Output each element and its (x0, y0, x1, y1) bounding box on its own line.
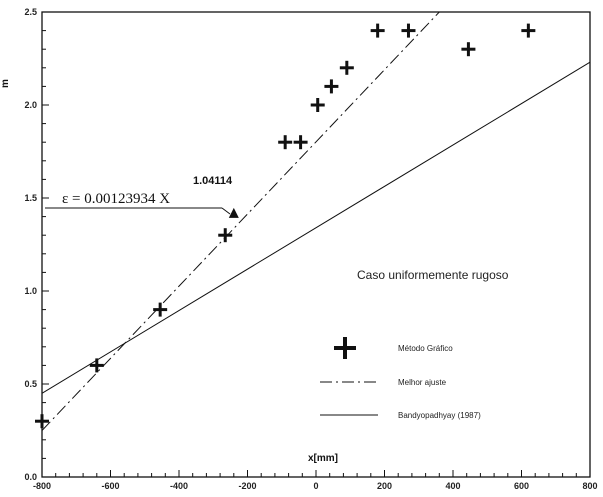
x-tick-label: -800 (33, 481, 51, 491)
equation-exponent: 1.04114 (193, 175, 233, 187)
data-point (339, 60, 354, 75)
data-point (293, 135, 308, 150)
x-tick-label: 400 (445, 481, 460, 491)
equation-label: ε = 0.00123934 X (62, 191, 170, 207)
lines-layer (41, 11, 591, 431)
equation-arrow (221, 207, 231, 215)
y-tick-label: 2.5 (24, 7, 37, 17)
data-point (218, 228, 233, 243)
series-line-bandyopadhyay (41, 61, 591, 394)
data-point (461, 42, 476, 57)
series-line-melhor-ajuste (41, 11, 440, 431)
x-tick-label: 200 (377, 481, 392, 491)
legend-label-bandy: Bandyopadhyay (1987) (398, 411, 481, 420)
y-tick-label: 1.5 (24, 193, 37, 203)
data-point (89, 358, 104, 373)
annotation-marker (228, 207, 239, 218)
ticks-layer: -800 -600 -400 -200 0 200 400 600 800 0.0 0.5 1.0 1.… (24, 7, 597, 491)
y-tick-label: 0.0 (24, 472, 37, 482)
y-tick-label: 1.0 (24, 286, 37, 296)
points-layer (35, 23, 536, 429)
x-axis-title: x[mm] (308, 453, 338, 464)
x-tick-label: -400 (170, 481, 188, 491)
x-tick-label: 600 (514, 481, 529, 491)
data-point (35, 414, 49, 429)
x-tick-label: -600 (101, 481, 119, 491)
y-tick-label: 2.0 (24, 100, 37, 110)
x-tick-label: 800 (582, 481, 597, 491)
data-point (310, 98, 325, 112)
x-tick-label: 0 (313, 481, 318, 491)
data-point (401, 23, 416, 38)
data-point (370, 23, 385, 38)
data-point (521, 23, 536, 38)
legend-marker-metodo (334, 337, 356, 359)
data-point (324, 79, 339, 94)
data-point (278, 135, 293, 150)
y-axis-title: m (0, 79, 11, 88)
y-tick-label: 0.5 (24, 379, 37, 389)
data-point (153, 302, 168, 317)
chart-caption: Caso uniformemente rugoso (357, 268, 509, 282)
x-tick-label: -200 (238, 481, 256, 491)
plot-frame (41, 11, 591, 478)
legend: Método Gráfico Melhor ajuste Bandyopadhy… (320, 337, 481, 420)
legend-label-melhor: Melhor ajuste (398, 378, 447, 387)
legend-label-metodo: Método Gráfico (398, 344, 453, 353)
